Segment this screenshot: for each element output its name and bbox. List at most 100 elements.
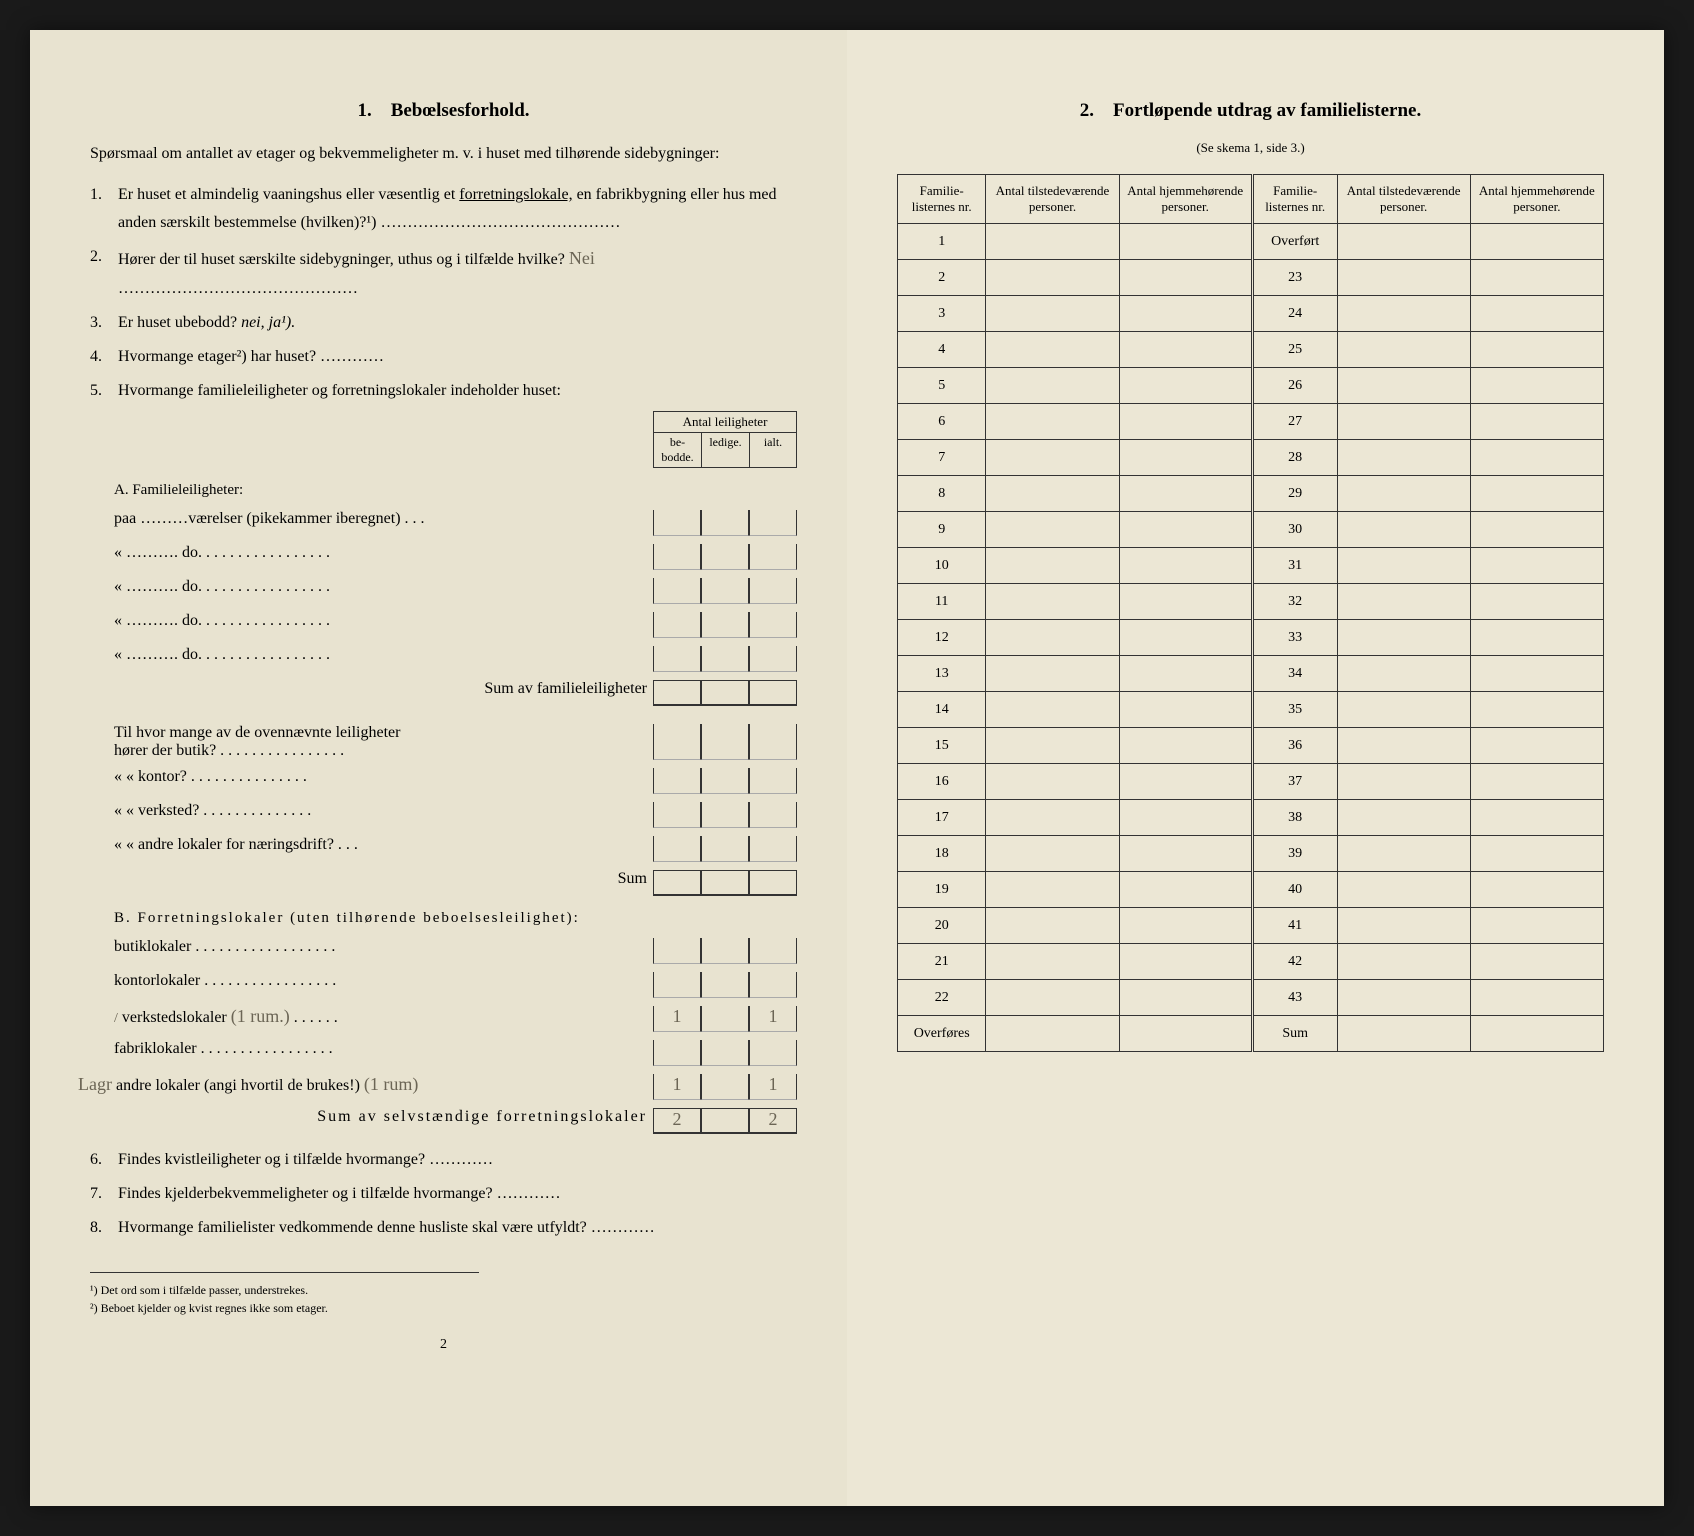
section-2-subtitle: (Se skema 1, side 3.) (897, 140, 1604, 156)
cell (986, 368, 1119, 404)
table-row: 526 (898, 368, 1604, 404)
cell (986, 440, 1119, 476)
a-mid-4: « « andre lokaler for næringsdrift? . . … (114, 836, 797, 862)
intro-text: Spørsmaal om antallet av etager og bekve… (90, 140, 797, 167)
table-row: 1233 (898, 620, 1604, 656)
cell (701, 870, 749, 896)
cell (1119, 836, 1252, 872)
b-row-3-v1: 1 (653, 1006, 701, 1032)
right-num-cell: 43 (1252, 980, 1337, 1016)
a-mid-4-text: « « andre lokaler for næringsdrift? . . … (114, 836, 653, 862)
right-num-cell: 37 (1252, 764, 1337, 800)
cell (701, 1074, 749, 1100)
cell (1119, 620, 1252, 656)
table-row: 1132 (898, 584, 1604, 620)
cell (1470, 764, 1603, 800)
col-ledige: ledige. (701, 433, 749, 467)
cell (701, 768, 749, 794)
left-num-cell: 20 (898, 908, 986, 944)
left-num-cell: 6 (898, 404, 986, 440)
cell (701, 724, 749, 760)
b-row-3-text: / verkstedslokaler (1 rum.) . . . . . . (114, 1006, 653, 1032)
cell (749, 870, 797, 896)
q5-num: 5. (90, 377, 102, 405)
cell (701, 836, 749, 862)
cell (1470, 260, 1603, 296)
cell (1470, 296, 1603, 332)
a-row-3-text: « ………. do. . . . . . . . . . . . . . . .… (114, 578, 653, 604)
cell (1337, 692, 1470, 728)
cell (1337, 584, 1470, 620)
q8-num: 8. (90, 1214, 102, 1242)
a-mid-sum-text: Sum (114, 870, 653, 896)
question-8: 8. Hvormange familielister vedkommende d… (118, 1214, 797, 1242)
footnotes: ¹) Det ord som i tilfælde passer, unders… (90, 1272, 479, 1317)
cell (653, 646, 701, 672)
a-mid-1-text: Til hvor mange av de ovennævnte leilighe… (114, 724, 653, 760)
question-7: 7. Findes kjelderbekvemmeligheter og i t… (118, 1180, 797, 1208)
section-1-heading: Bebœlsesforhold. (391, 100, 530, 121)
right-num-cell: 25 (1252, 332, 1337, 368)
cell (1337, 980, 1470, 1016)
a-mid-1b: hører der butik? . . . . . . . . . . . .… (114, 742, 344, 759)
cell (1337, 800, 1470, 836)
cell (1470, 368, 1603, 404)
cell (1119, 800, 1252, 836)
question-5: 5. Hvormange familieleiligheter og forre… (118, 377, 797, 405)
right-num-cell: 30 (1252, 512, 1337, 548)
q1-underline: forretningslokale, (459, 186, 572, 203)
left-num-cell: Overføres (898, 1016, 986, 1052)
table-row: 1738 (898, 800, 1604, 836)
cell (653, 612, 701, 638)
cell (653, 680, 701, 706)
right-num-cell: 41 (1252, 908, 1337, 944)
cell (1119, 872, 1252, 908)
cell (1119, 332, 1252, 368)
b-row-4-text: fabriklokaler . . . . . . . . . . . . . … (114, 1040, 653, 1066)
q4-num: 4. (90, 343, 102, 371)
cell (986, 764, 1119, 800)
footnote-1: ¹) Det ord som i tilfælde passer, unders… (90, 1281, 479, 1299)
a-row-4-text: « ………. do. . . . . . . . . . . . . . . .… (114, 612, 653, 638)
cell (749, 612, 797, 638)
section-1-title: 1. Bebœlsesforhold. (90, 100, 797, 122)
left-num-cell: 15 (898, 728, 986, 764)
cell (701, 1108, 749, 1134)
cell (1337, 440, 1470, 476)
b-sum-text: Sum av selvstændige forretningslokaler (114, 1108, 653, 1134)
cell (701, 802, 749, 828)
question-1: 1. Er huset et almindelig vaaningshus el… (118, 181, 797, 237)
right-num-cell: 26 (1252, 368, 1337, 404)
cell (701, 510, 749, 536)
cell (701, 578, 749, 604)
cell (749, 544, 797, 570)
cell (1119, 548, 1252, 584)
table-row: 2041 (898, 908, 1604, 944)
cell (1470, 836, 1603, 872)
cell (1119, 476, 1252, 512)
cell (986, 692, 1119, 728)
left-num-cell: 16 (898, 764, 986, 800)
section-a: A. Familieleiligheter: paa ………værelser (… (90, 478, 797, 896)
b-row-5: Lagr andre lokaler (angi hvortil de bruk… (114, 1074, 797, 1100)
table-row: 2142 (898, 944, 1604, 980)
cell (1337, 764, 1470, 800)
cell (986, 836, 1119, 872)
table-body: 1Overført2233244255266277288299301031113… (898, 224, 1604, 1052)
table-row: 1031 (898, 548, 1604, 584)
left-num-cell: 12 (898, 620, 986, 656)
right-num-cell: 23 (1252, 260, 1337, 296)
cell (653, 1040, 701, 1066)
a-mid-3: « « verksted? . . . . . . . . . . . . . … (114, 802, 797, 828)
col-5-header: Antal tilstedeværende personer. (1337, 175, 1470, 224)
cell (749, 836, 797, 862)
family-list-table: Familie-listernes nr. Antal tilstedevære… (897, 174, 1604, 1052)
cell (986, 296, 1119, 332)
cell (1470, 332, 1603, 368)
right-num-cell: 27 (1252, 404, 1337, 440)
b-row-5-text: Lagr andre lokaler (angi hvortil de bruk… (114, 1074, 653, 1100)
cell (1470, 908, 1603, 944)
q6-text: Findes kvistleiligheter og i tilfælde hv… (118, 1151, 425, 1168)
col-bebodde: be- bodde. (653, 433, 701, 467)
cell (749, 646, 797, 672)
